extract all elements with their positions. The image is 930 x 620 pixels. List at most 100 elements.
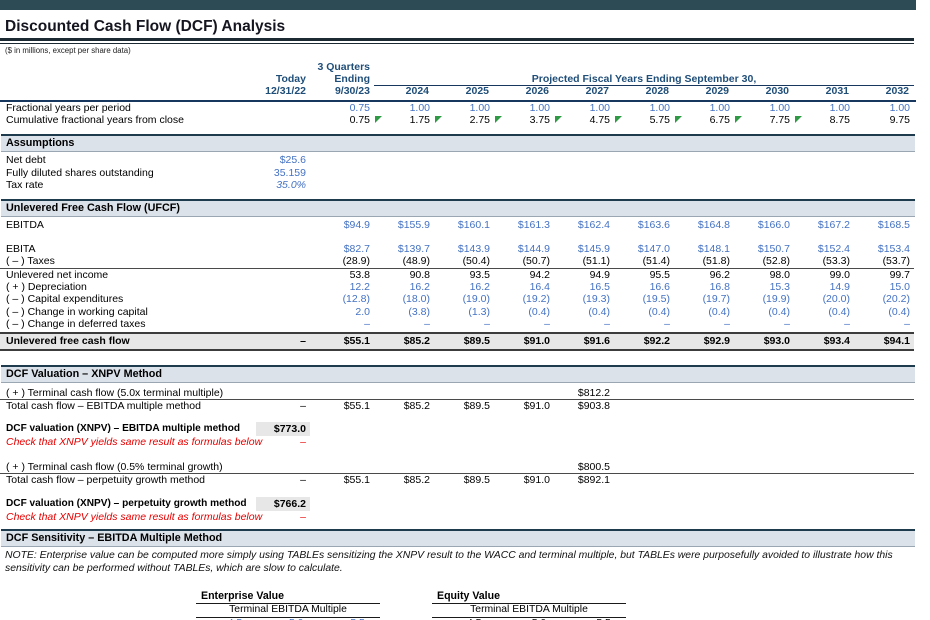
fractional-years-cell-3: 1.00 [434, 102, 494, 114]
ebitda-value-8: $166.0 [757, 219, 790, 232]
total-cf-perpetuity-cell-1: $55.1 [310, 474, 374, 486]
terminal-cf-multiple-cell-6 [614, 387, 674, 399]
ebita-value-7: $148.1 [697, 242, 730, 255]
year-header-8: 2032 [885, 85, 909, 97]
working-capital-cell-1: 2.0 [310, 306, 374, 318]
today-date: 12/31/22 [265, 85, 306, 97]
dcf-valuation-perpetuity-cell-4 [494, 497, 554, 511]
year-header-2: 2026 [525, 85, 549, 97]
top-accent-bar [0, 0, 916, 10]
cumulative-years-cell-7: 6.75 [674, 114, 734, 126]
depreciation-cell-8: 15.3 [734, 281, 794, 293]
diluted-shares-cell-5 [554, 167, 614, 179]
taxes-cell-1: (28.9) [310, 255, 374, 267]
table-header: 3 Quarters Today Ending Projected Fiscal… [0, 61, 916, 102]
depreciation-cell-0 [256, 281, 310, 293]
ebita-value-3: $143.9 [457, 242, 490, 255]
dcf-valuation-ebitda-cell-8 [734, 422, 794, 436]
xnpv-rows: ( + ) Terminal cash flow (5.0x terminal … [0, 387, 930, 523]
ebitda-cell-1: $94.9 [310, 219, 374, 231]
tax-rate-cell-0: 35.0% [256, 179, 310, 191]
total-cf-perpetuity-cell-6 [614, 474, 674, 486]
total-cf-ebitda-cell-6 [614, 400, 674, 412]
working-capital-value-1: 2.0 [355, 305, 370, 318]
check-xnpv-perpetuity-label: Check that XNPV yields same result as fo… [6, 510, 263, 523]
total-cf-perpetuity-cell-4: $91.0 [494, 474, 554, 486]
unlevered-net-income-value-4: 94.2 [529, 268, 550, 281]
dcf-valuation-perpetuity-cell-10 [854, 497, 914, 511]
diluted-shares-cell-0: 35.159 [256, 167, 310, 179]
total-cf-ebitda-cell-7 [674, 400, 734, 412]
year-header-5: 2029 [705, 85, 729, 97]
dcf-valuation-ebitda-cell-6 [614, 422, 674, 436]
working-capital-cell-2: (3.8) [374, 306, 434, 318]
unlevered-net-income-cell-6: 95.5 [614, 269, 674, 281]
equity-multiple-headers: 4.5x5.0x5.5x [432, 618, 626, 620]
terminal-cf-multiple-cell-5: $812.2 [554, 387, 614, 399]
deferred-taxes-value-4: – [544, 318, 550, 331]
taxes-label: ( – ) Taxes [6, 255, 55, 268]
total-cf-ebitda-cell-9 [794, 400, 854, 412]
ufcf-total-cell-4: $91.0 [494, 334, 554, 349]
depreciation-value-3: 16.2 [469, 281, 490, 294]
deferred-taxes-cell-6: – [614, 318, 674, 330]
total-cf-perpetuity-cell-5: $892.1 [554, 474, 614, 486]
unlevered-net-income-value-7: 96.2 [709, 268, 730, 281]
row-cumulative-years: Cumulative fractional years from close 0.… [0, 114, 914, 126]
dcf-valuation-perpetuity-cell-1 [310, 497, 374, 511]
deferred-taxes-cell-8: – [734, 318, 794, 330]
deferred-taxes-cell-10: – [854, 318, 914, 330]
working-capital-cell-8: (0.4) [734, 306, 794, 318]
total-cf-ebitda-cell-5: $903.8 [554, 400, 614, 412]
terminal-cf-growth-cell-3 [434, 461, 494, 473]
unlevered-net-income-value-8: 98.0 [769, 268, 790, 281]
unlevered-net-income-value-5: 94.9 [589, 268, 610, 281]
unlevered-net-income-cell-2: 90.8 [374, 269, 434, 281]
working-capital-value-3: (1.3) [468, 305, 490, 318]
fractional-years-cell-4: 1.00 [494, 102, 554, 114]
comment-flag-icon [435, 115, 442, 123]
ebitda-value-10: $168.5 [877, 219, 910, 232]
ebita-cell-4: $144.9 [494, 243, 554, 255]
year-headers: 2024 2025 2026 2027 2028 2029 2030 2031 2032 [374, 85, 914, 99]
fractional-years-cell-2: 1.00 [374, 102, 434, 114]
ebita-value-9: $152.4 [817, 242, 850, 255]
ufcf-total-value-2: $85.2 [403, 334, 430, 347]
check-xnpv-perpetuity-cell-0: – [256, 511, 310, 523]
check-xnpv-ebitda-cell-8 [734, 436, 794, 448]
capital-expenditures-label: ( – ) Capital expenditures [6, 293, 124, 306]
deferred-taxes-value-9: – [844, 318, 850, 331]
year-header-4: 2028 [645, 85, 669, 97]
check-xnpv-ebitda-cell-9 [794, 436, 854, 448]
terminal-cf-growth-cell-6 [614, 461, 674, 473]
terminal-cf-growth-cell-8 [734, 461, 794, 473]
taxes-value-3: (50.4) [462, 255, 490, 268]
total-cf-ebitda-cell-0: – [256, 400, 310, 412]
row-ebita: EBITA $82.7 $139.7 $143.9 $144.9 $145.9 $147.0… [0, 243, 914, 255]
net-debt-cell-2 [374, 154, 434, 166]
depreciation-value-9: 14.9 [829, 281, 850, 294]
section-header-xnpv: DCF Valuation – XNPV Method [1, 364, 915, 383]
row-deferred-taxes: ( – ) Change in deferred taxes – – – – – – – – – – [0, 318, 914, 330]
total-cf-perpetuity-cell-10 [854, 474, 914, 486]
terminal-cf-growth-cell-5: $800.5 [554, 461, 614, 473]
ufcf-total-cell-7: $92.9 [674, 334, 734, 349]
total-cf-ebitda-value-3: $89.5 [463, 399, 490, 412]
dcf-valuation-perpetuity-cell-2 [374, 497, 434, 511]
net-debt-cell-9 [794, 154, 854, 166]
cumulative-years-cell-3: 2.75 [434, 114, 494, 126]
check-xnpv-ebitda-cell-3 [434, 436, 494, 448]
depreciation-value-5: 16.5 [589, 281, 610, 294]
capital-expenditures-cell-0 [256, 293, 310, 305]
dcf-valuation-ebitda-cell-10 [854, 422, 914, 436]
ufcf-total-cell-3: $89.5 [434, 334, 494, 349]
comment-flag-icon [735, 115, 742, 123]
diluted-shares-cell-9 [794, 167, 854, 179]
deferred-taxes-value-2: – [424, 318, 430, 331]
ebitda-cell-6: $163.6 [614, 219, 674, 231]
cumulative-years-cell-0 [256, 114, 310, 126]
ebita-cell-3: $143.9 [434, 243, 494, 255]
taxes-value-8: (52.8) [762, 255, 790, 268]
row-working-capital: ( – ) Change in working capital 2.0 (3.8) (… [0, 306, 914, 318]
unlevered-net-income-cell-0 [256, 269, 310, 281]
